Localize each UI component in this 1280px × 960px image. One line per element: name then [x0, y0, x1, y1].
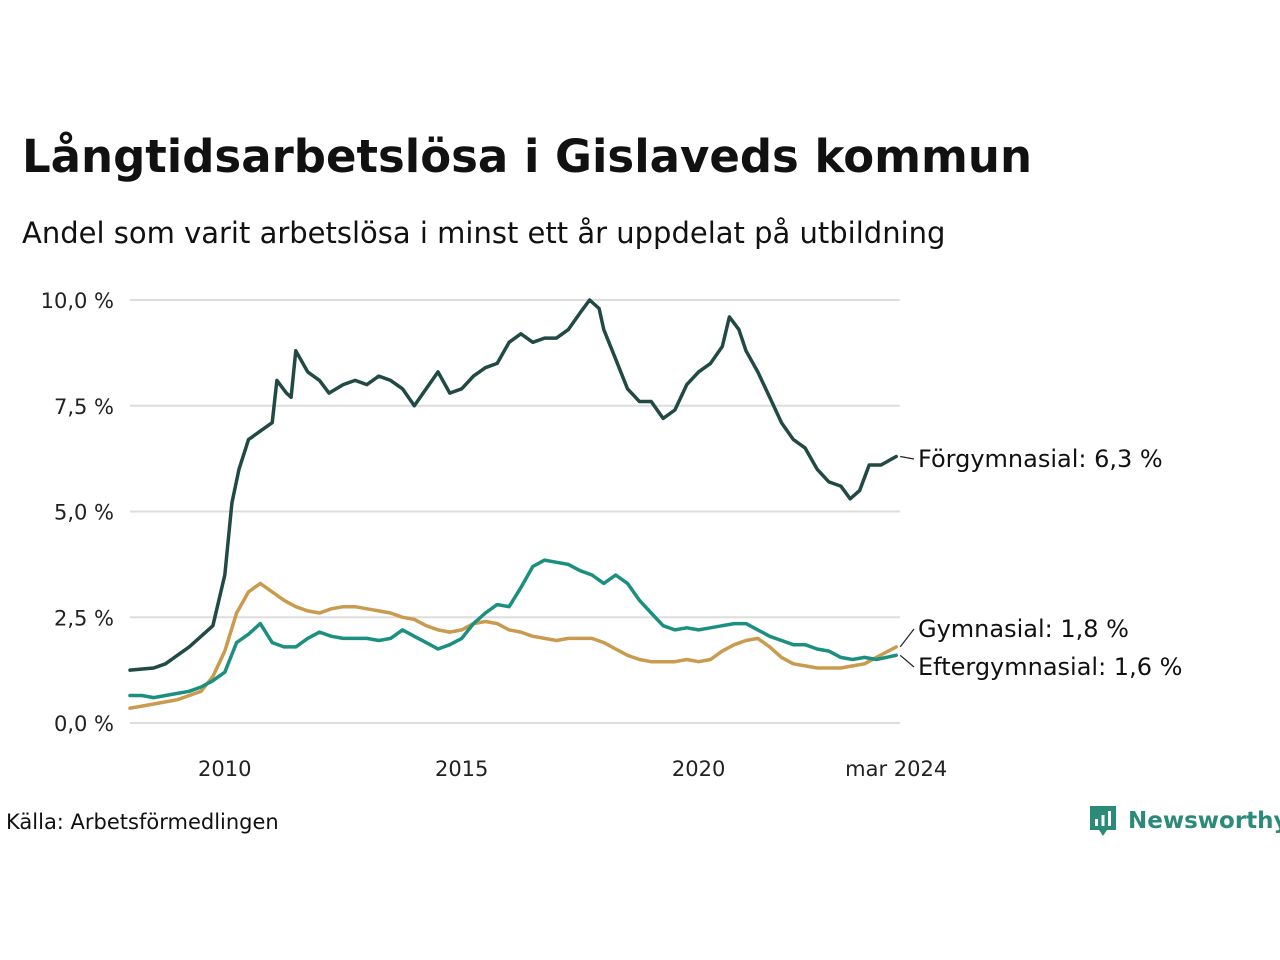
series-line-eftergymnasial: [128, 558, 898, 700]
y-tick-label: 5,0 %: [54, 501, 114, 525]
y-tick-label: 2,5 %: [54, 606, 114, 630]
leader-line-gymnasial: [899, 628, 915, 648]
source-note: Källa: Arbetsförmedlingen: [6, 810, 279, 834]
y-tick-label: 0,0 %: [54, 712, 114, 736]
newsworthy-logo-icon: [1090, 806, 1116, 836]
x-tick-label: 2015: [435, 757, 488, 781]
brand-logo: Newsworthy: [1088, 803, 1280, 839]
series-line-gymnasial: [128, 581, 898, 710]
y-tick-label: 10,0 %: [41, 289, 114, 313]
end-label-eftergymnasial: Eftergymnasial: 1,6 %: [918, 653, 1182, 681]
chart-subtitle: Andel som varit arbetslösa i minst ett å…: [22, 216, 946, 250]
end-label-forgymnasial: Förgymnasial: 6,3 %: [918, 445, 1163, 473]
leader-line-eftergymnasial: [899, 654, 915, 668]
brand-name: Newsworthy: [1128, 808, 1280, 834]
grid-layer: [130, 299, 900, 724]
series-line-forgymnasial: [128, 298, 898, 672]
x-tick-label: 2020: [672, 757, 725, 781]
series-layer: [128, 298, 898, 710]
leader-line-forgymnasial: [900, 455, 915, 460]
end-label-gymnasial: Gymnasial: 1,8 %: [918, 615, 1129, 643]
chart-title: Långtidsarbetslösa i Gislaveds kommun: [22, 130, 1032, 183]
y-tick-label: 7,5 %: [54, 395, 114, 419]
x-tick-label: mar 2024: [845, 757, 947, 781]
x-tick-label: 2010: [198, 757, 251, 781]
label-layer: 0,0 % 2,5 % 5,0 % 7,5 % 10,0 % 2010 2015 2020 ma…: [41, 289, 1183, 781]
